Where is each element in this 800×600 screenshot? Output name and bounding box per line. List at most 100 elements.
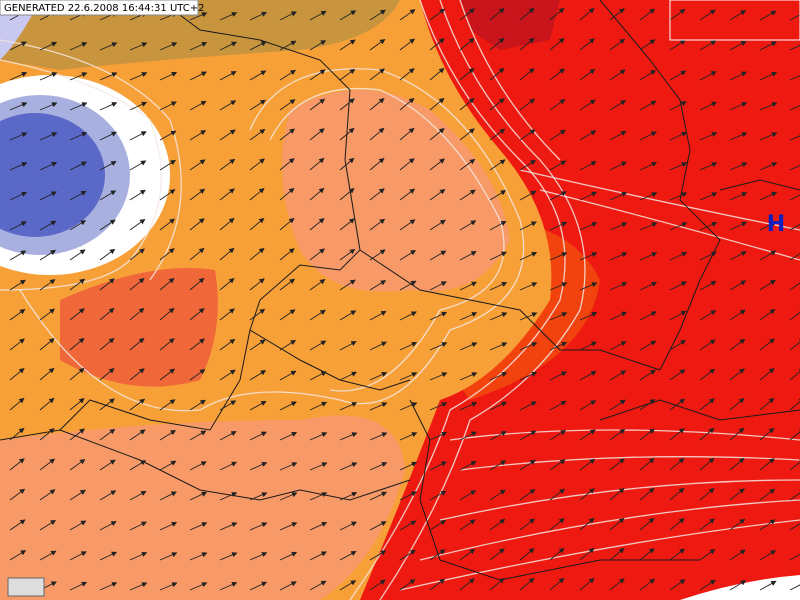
wind-arrow: [129, 337, 145, 351]
wind-arrow: [189, 552, 208, 561]
wind-arrow: [549, 160, 567, 171]
wind-arrow: [249, 552, 268, 561]
wind-arrow: [309, 580, 327, 591]
wind-arrow: [279, 581, 297, 591]
contour-line: [379, 0, 586, 600]
wind-arrow: [399, 38, 416, 51]
wind-arrow: [729, 71, 747, 81]
wind-arrow: [339, 68, 356, 81]
wind-arrow: [459, 97, 475, 111]
wind-arrow: [309, 401, 328, 411]
wind-arrow: [699, 251, 717, 261]
wind-arrow: [519, 548, 535, 561]
wind-arrow: [369, 310, 387, 321]
wind-arrow: [759, 41, 777, 51]
wind-arrow: [579, 130, 597, 141]
wind-arrow: [189, 461, 207, 471]
wind-arrow: [429, 8, 446, 21]
wind-arrow: [609, 282, 628, 291]
wind-arrow: [519, 401, 537, 411]
wind-arrow: [369, 9, 386, 21]
country-border: [359, 249, 661, 371]
wind-arrow: [249, 400, 267, 411]
wind-arrow: [399, 188, 416, 201]
wind-arrow: [699, 518, 715, 531]
wind-arrow: [159, 130, 177, 141]
wind-arrow: [489, 220, 507, 231]
contour-line: [459, 0, 561, 161]
wind-arrow: [669, 457, 685, 471]
wind-arrow: [759, 488, 776, 501]
wind-arrow: [369, 341, 387, 351]
wind-arrow: [279, 11, 297, 21]
wind-arrow: [309, 492, 328, 501]
wind-arrow: [369, 579, 386, 591]
wind-arrow: [39, 428, 55, 441]
wind-arrow: [189, 369, 206, 381]
wind-arrow: [369, 68, 385, 81]
wind-arrow: [309, 462, 328, 471]
wind-arrow: [99, 582, 118, 591]
wind-arrow: [339, 248, 356, 261]
wind-arrows: [9, 7, 800, 591]
wind-arrow: [429, 520, 447, 531]
wind-arrow: [759, 191, 778, 201]
wind-arrow: [609, 8, 625, 21]
wind-arrow: [549, 129, 566, 141]
wind-arrow: [39, 519, 57, 531]
wind-arrow: [639, 192, 658, 201]
wind-arrow: [69, 190, 87, 201]
wind-arrow: [159, 552, 178, 561]
wind-arrow: [189, 582, 208, 591]
wind-arrow: [459, 220, 477, 231]
wind-arrow: [459, 372, 478, 381]
wind-arrow: [429, 461, 447, 471]
wind-arrow: [99, 459, 116, 471]
wind-arrow: [399, 127, 415, 141]
wind-arrow: [579, 400, 597, 411]
wind-arrow: [39, 191, 57, 201]
wind-arrow: [339, 432, 358, 441]
wind-arrow: [789, 308, 800, 321]
wind-arrow: [579, 68, 596, 81]
wind-arrow: [189, 430, 207, 441]
wind-arrow: [549, 371, 567, 381]
wind-arrow: [369, 280, 387, 291]
wind-arrow: [549, 459, 566, 471]
wind-arrow: [429, 128, 445, 141]
wind-arrow: [489, 67, 505, 81]
wind-arrow: [669, 487, 685, 501]
wind-arrow: [309, 40, 327, 51]
wind-arrow: [39, 367, 55, 381]
wind-arrow: [519, 518, 535, 531]
wind-arrow: [639, 578, 656, 591]
wind-arrow: [279, 551, 298, 561]
wind-arrow: [129, 460, 147, 471]
wind-arrow: [549, 577, 565, 591]
wind-arrow: [159, 491, 177, 501]
wind-arrow: [369, 550, 387, 561]
wind-arrow: [429, 67, 445, 81]
wind-arrow: [279, 217, 295, 231]
wind-arrow: [399, 158, 415, 171]
wind-arrow: [549, 518, 565, 531]
country-border: [249, 89, 411, 391]
wind-arrow: [609, 487, 625, 501]
wind-arrow: [459, 519, 476, 531]
contour-line: [539, 189, 800, 261]
wind-arrow: [279, 401, 297, 411]
wind-arrow: [309, 551, 327, 561]
wind-arrow: [699, 487, 715, 501]
wind-arrow: [9, 162, 28, 171]
wind-arrow: [219, 522, 238, 531]
wind-arrow: [189, 188, 206, 201]
wind-arrow: [249, 462, 268, 471]
wind-arrow: [789, 397, 800, 411]
wind-arrow: [99, 337, 115, 351]
wind-arrow: [69, 459, 86, 471]
wind-arrow: [459, 158, 476, 171]
wind-arrow: [459, 281, 478, 291]
wind-arrow: [429, 38, 445, 51]
wind-arrow: [279, 522, 298, 531]
contour-line: [269, 87, 505, 392]
